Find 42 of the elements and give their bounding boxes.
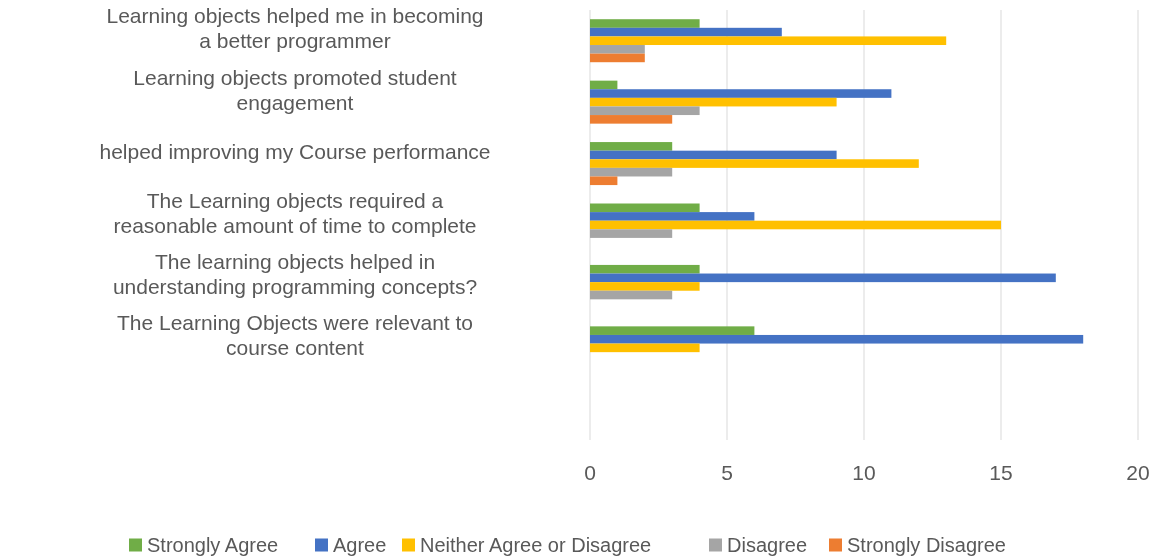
bar: [590, 45, 645, 54]
bar: [590, 220, 1001, 230]
bar: [590, 19, 700, 28]
bar: [590, 115, 673, 124]
bar: [590, 27, 782, 37]
legend-label: Agree: [333, 534, 387, 556]
legend-label: Strongly Disagree: [847, 534, 1006, 556]
y-tick-label: Learning objects helped me in becoming a better programmer: [106, 4, 484, 53]
bar: [590, 334, 1084, 344]
x-tick-label: 5: [721, 461, 733, 484]
x-tick-label: 10: [852, 461, 876, 484]
bar: [590, 159, 919, 168]
bar: [590, 282, 700, 291]
x-tick-label: 15: [989, 461, 1013, 484]
y-tick-label: The Learning objects required a reasonable amount of time to complete: [113, 188, 477, 237]
legend-label: Disagree: [727, 534, 808, 556]
x-tick-label: 20: [1126, 461, 1150, 484]
bar: [590, 203, 700, 213]
bar: [590, 167, 673, 177]
bar: [590, 53, 645, 63]
y-tick-label: helped improving my Course performance: [99, 139, 491, 163]
y-tick-label: The learning objects helped in understanding programming concepts?: [112, 249, 478, 298]
bar: [590, 343, 700, 353]
bar: [590, 273, 1056, 283]
bar: [590, 36, 947, 46]
bar: [590, 264, 700, 274]
legend-label: Strongly Agree: [147, 534, 279, 556]
bar: [590, 176, 618, 186]
bar: [590, 80, 618, 90]
bar: [590, 290, 673, 300]
y-tick-label: The Learning Objects were relevant to course content: [116, 311, 474, 360]
legend-label: Neither Agree or Disagree: [420, 534, 652, 556]
bar: [590, 229, 673, 238]
y-tick-label: Learning objects promoted student engagement: [133, 65, 457, 114]
bar: [590, 106, 700, 116]
bar: [590, 212, 755, 221]
bar: [590, 150, 837, 160]
bar: [590, 89, 892, 98]
bar: [590, 326, 755, 335]
x-tick-label: 0: [584, 461, 596, 484]
bar: [590, 142, 673, 151]
bar: [590, 97, 837, 107]
